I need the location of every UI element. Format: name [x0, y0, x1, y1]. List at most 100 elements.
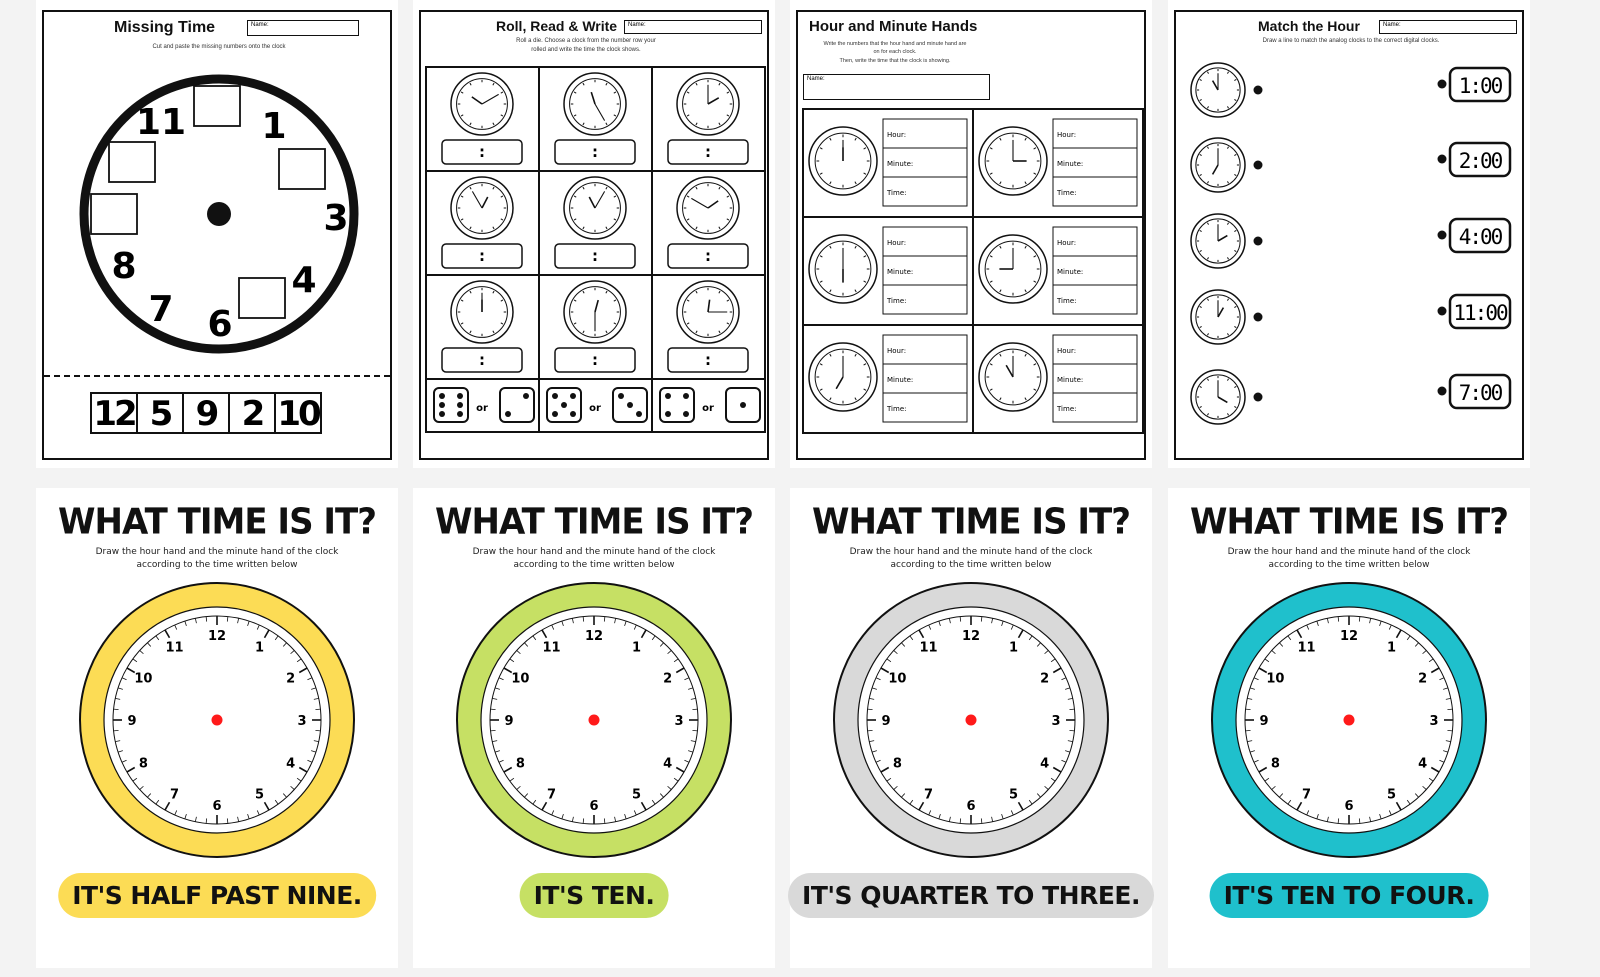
minute-hand	[594, 191, 606, 209]
tick	[498, 759, 504, 763]
analog-clock	[563, 280, 627, 344]
clock-number: 3	[1051, 714, 1060, 729]
clock-number: 11	[919, 640, 937, 655]
tick	[247, 620, 250, 626]
tick	[1316, 814, 1319, 820]
analog-clock	[978, 126, 1048, 196]
clock-number: 9	[127, 714, 136, 729]
center-dot	[965, 714, 977, 726]
clock-number: 2	[1418, 672, 1427, 687]
tick	[247, 814, 250, 820]
match-dot	[1253, 392, 1263, 402]
field-label: Hour:	[1057, 131, 1076, 139]
tick	[1050, 777, 1056, 782]
die-4	[659, 387, 695, 423]
field-label: Time:	[1056, 405, 1077, 413]
instruction-2: according to the time written below	[136, 560, 298, 570]
field-label: Hour:	[887, 239, 906, 247]
answer-field	[1052, 176, 1138, 207]
field-label: Minute:	[887, 268, 913, 276]
tick	[1253, 759, 1259, 763]
digital-time: 11:00	[1453, 301, 1508, 325]
clock-number: 5	[255, 788, 264, 803]
analog-clock	[563, 72, 627, 136]
tick	[867, 708, 873, 711]
worksheet-what-time-is-it[interactable]: WHAT TIME IS IT? Draw the hour hand and …	[36, 488, 398, 968]
tick	[184, 620, 187, 626]
tick	[991, 816, 994, 822]
analog-clock	[978, 234, 1048, 304]
worksheet-match-the-hour[interactable]: Match the Hour Name: Draw a line to matc…	[1168, 0, 1530, 468]
digital-clock	[1448, 217, 1512, 254]
field-label: Minute:	[1057, 376, 1083, 384]
tick	[492, 740, 498, 743]
tick	[282, 642, 287, 647]
tick	[307, 759, 313, 763]
tick	[1439, 759, 1445, 763]
worksheet-roll-read-write[interactable]: Roll, Read & Write Name: Roll a die. Cho…	[413, 0, 775, 468]
match-dot	[1253, 160, 1263, 170]
worksheet-hour-minute-hands[interactable]: Hour and Minute Hands Write the numbers …	[790, 0, 1152, 468]
tick	[490, 729, 496, 732]
tick	[503, 667, 513, 674]
answer-pill: IT'S QUARTER TO THREE.	[788, 873, 1154, 918]
cutout-numbers: 12 5 9 2 10	[90, 392, 322, 434]
digital-clock	[1448, 373, 1512, 410]
analog-clock	[978, 342, 1048, 412]
clock-number: 10	[1266, 672, 1284, 687]
instruction-2: according to the time written below	[1268, 560, 1430, 570]
tick	[1326, 618, 1329, 624]
hour-minute-hands-sheet: Hour and Minute Hands Write the numbers …	[796, 10, 1146, 460]
name-field: Name:	[247, 20, 359, 36]
tick	[1050, 658, 1056, 663]
tick	[1249, 687, 1255, 690]
field-label: Minute:	[887, 376, 913, 384]
tick	[117, 750, 123, 753]
tick	[1271, 785, 1276, 790]
worksheet-missing-time[interactable]: Missing Time Name: Cut and paste the mis…	[36, 0, 398, 468]
tick	[1061, 677, 1067, 681]
name-field: Name:	[803, 74, 990, 100]
worksheet-what-time-is-it[interactable]: WHAT TIME IS IT? Draw the hour hand and …	[1168, 488, 1530, 968]
tick	[132, 777, 138, 782]
tick	[959, 616, 962, 622]
clock-number: 8	[139, 757, 148, 772]
tick	[1247, 740, 1253, 743]
tick	[1379, 620, 1382, 626]
tick	[313, 740, 319, 743]
worksheet-what-time-is-it[interactable]: WHAT TIME IS IT? Draw the hour hand and …	[413, 488, 775, 968]
minute-hand	[594, 103, 606, 121]
tick	[290, 785, 295, 790]
tick	[614, 618, 617, 624]
clock-number: 6	[966, 799, 975, 814]
field-label: Hour:	[1057, 347, 1076, 355]
tick	[494, 687, 500, 690]
tick	[673, 777, 679, 782]
time-placeholder: :	[592, 143, 598, 161]
clock-number: 6	[1344, 799, 1353, 814]
clock-number: 10	[134, 672, 152, 687]
tick	[1065, 687, 1071, 690]
analog-clock	[808, 342, 878, 412]
answer-pill: IT'S TEN.	[519, 873, 669, 918]
tick	[959, 818, 962, 824]
analog-clock	[450, 176, 514, 240]
worksheet-what-time-is-it[interactable]: WHAT TIME IS IT? Draw the hour hand and …	[788, 488, 1154, 968]
digital-clock	[1448, 66, 1512, 103]
analog-clock	[563, 176, 627, 240]
clock-number: 5	[1387, 788, 1396, 803]
match-dot	[1437, 154, 1447, 164]
match-dot	[1437, 79, 1447, 89]
tick	[1264, 777, 1270, 782]
field-label: Minute:	[1057, 160, 1083, 168]
hour-hand	[1211, 164, 1219, 175]
answer-field	[1052, 363, 1138, 394]
tick	[633, 810, 637, 816]
tick	[1443, 687, 1449, 690]
tick	[980, 616, 983, 622]
cut-line	[44, 375, 390, 377]
tick	[1388, 624, 1392, 630]
